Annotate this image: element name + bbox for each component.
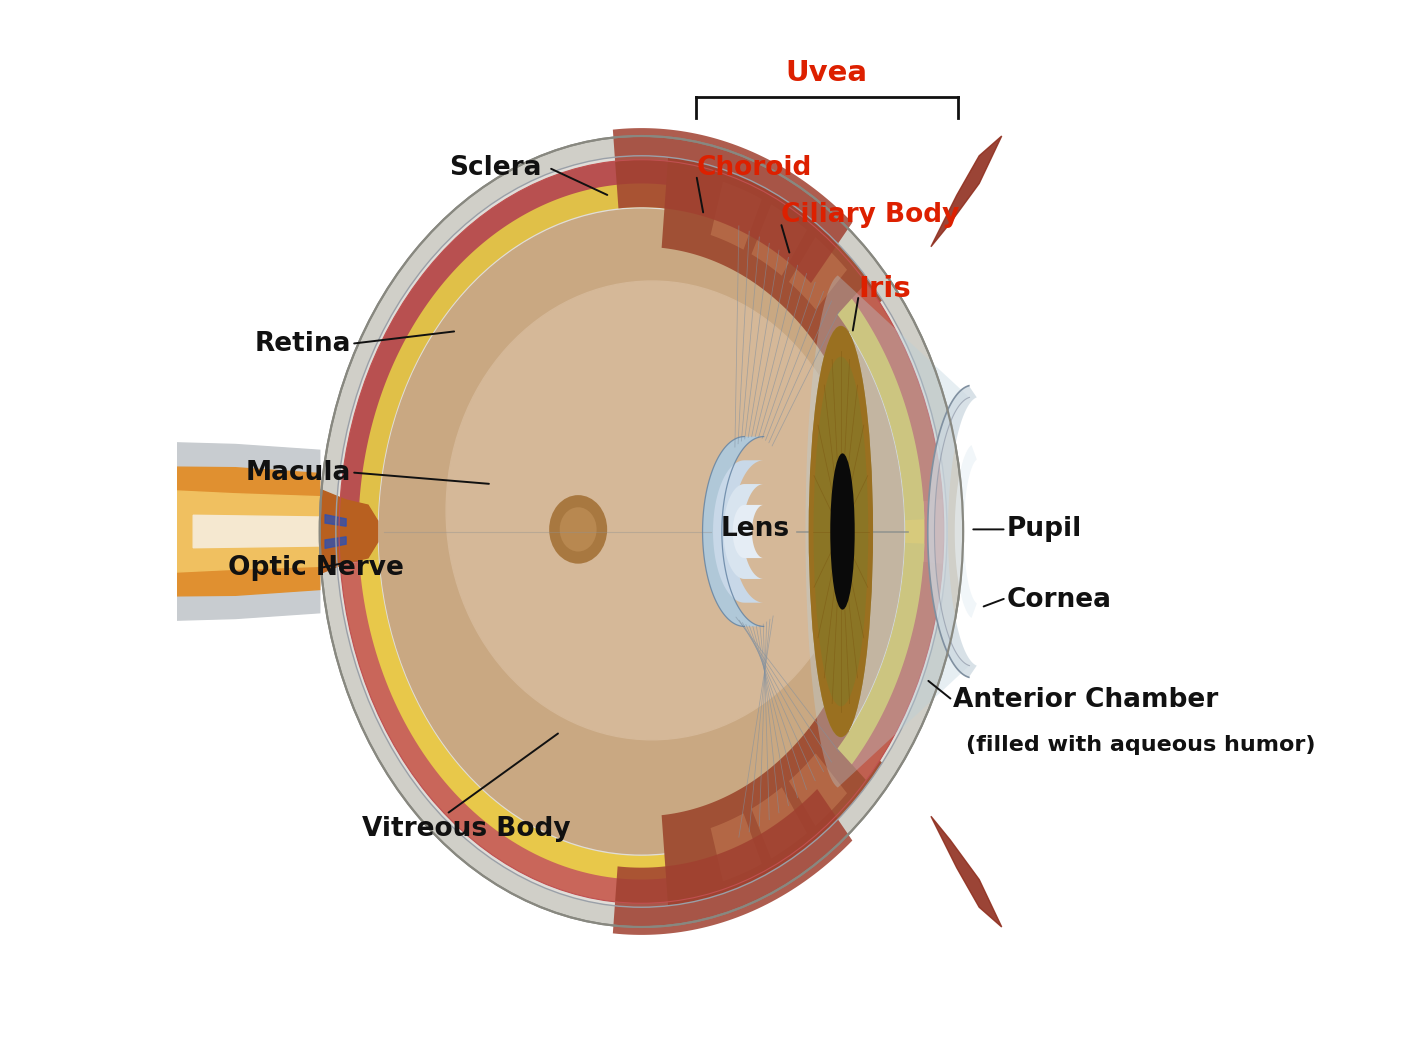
Polygon shape — [751, 204, 807, 275]
Polygon shape — [711, 182, 762, 250]
Polygon shape — [339, 159, 793, 563]
Ellipse shape — [809, 326, 872, 737]
Polygon shape — [325, 537, 346, 549]
Ellipse shape — [445, 281, 858, 740]
Polygon shape — [66, 466, 320, 597]
Polygon shape — [732, 505, 764, 558]
Polygon shape — [369, 191, 918, 872]
Ellipse shape — [830, 453, 854, 610]
Polygon shape — [358, 184, 690, 562]
Text: (filled with aqueous humor): (filled with aqueous humor) — [966, 735, 1316, 755]
Polygon shape — [751, 788, 807, 859]
Ellipse shape — [433, 265, 871, 756]
Ellipse shape — [358, 184, 925, 879]
Polygon shape — [359, 230, 925, 879]
Ellipse shape — [813, 357, 868, 706]
Text: Vitreous Body: Vitreous Body — [362, 816, 571, 842]
Polygon shape — [358, 184, 783, 562]
Polygon shape — [339, 159, 694, 563]
Polygon shape — [850, 561, 943, 780]
Polygon shape — [66, 440, 320, 623]
Polygon shape — [662, 707, 882, 906]
Ellipse shape — [320, 136, 963, 927]
Polygon shape — [930, 136, 1001, 247]
Polygon shape — [359, 189, 925, 879]
Polygon shape — [325, 514, 346, 526]
Ellipse shape — [549, 495, 607, 563]
Polygon shape — [711, 813, 762, 881]
Text: Retina: Retina — [255, 331, 352, 357]
Text: Ciliary Body: Ciliary Body — [781, 202, 959, 229]
Ellipse shape — [337, 156, 947, 907]
Text: Lens: Lens — [721, 517, 790, 542]
Ellipse shape — [379, 209, 904, 854]
Polygon shape — [194, 516, 320, 547]
Polygon shape — [341, 209, 943, 904]
Text: Macula: Macula — [246, 460, 352, 487]
Ellipse shape — [496, 328, 766, 629]
Text: Iris: Iris — [858, 275, 912, 303]
Text: Pupil: Pupil — [1007, 517, 1082, 542]
Polygon shape — [724, 484, 764, 579]
Polygon shape — [806, 275, 970, 788]
Polygon shape — [789, 754, 847, 826]
Polygon shape — [850, 283, 943, 502]
Ellipse shape — [809, 326, 872, 737]
Polygon shape — [837, 299, 925, 520]
Polygon shape — [713, 460, 764, 603]
Text: Choroid: Choroid — [696, 154, 812, 181]
Polygon shape — [662, 157, 882, 356]
Polygon shape — [612, 129, 853, 283]
Text: Sclera: Sclera — [448, 154, 542, 181]
Polygon shape — [954, 445, 977, 618]
Text: Optic Nerve: Optic Nerve — [228, 555, 404, 581]
Text: Uvea: Uvea — [785, 58, 867, 87]
Text: Anterior Chamber: Anterior Chamber — [953, 688, 1217, 713]
Ellipse shape — [830, 453, 854, 610]
Polygon shape — [930, 816, 1001, 927]
Ellipse shape — [813, 357, 868, 706]
Ellipse shape — [560, 507, 597, 552]
Polygon shape — [928, 386, 977, 677]
Polygon shape — [837, 543, 925, 764]
Polygon shape — [612, 789, 853, 934]
Polygon shape — [703, 437, 764, 626]
Polygon shape — [341, 166, 943, 904]
Polygon shape — [320, 489, 378, 574]
Ellipse shape — [840, 505, 843, 525]
Polygon shape — [789, 237, 847, 309]
Text: Cornea: Cornea — [1007, 587, 1111, 613]
Polygon shape — [66, 486, 320, 577]
